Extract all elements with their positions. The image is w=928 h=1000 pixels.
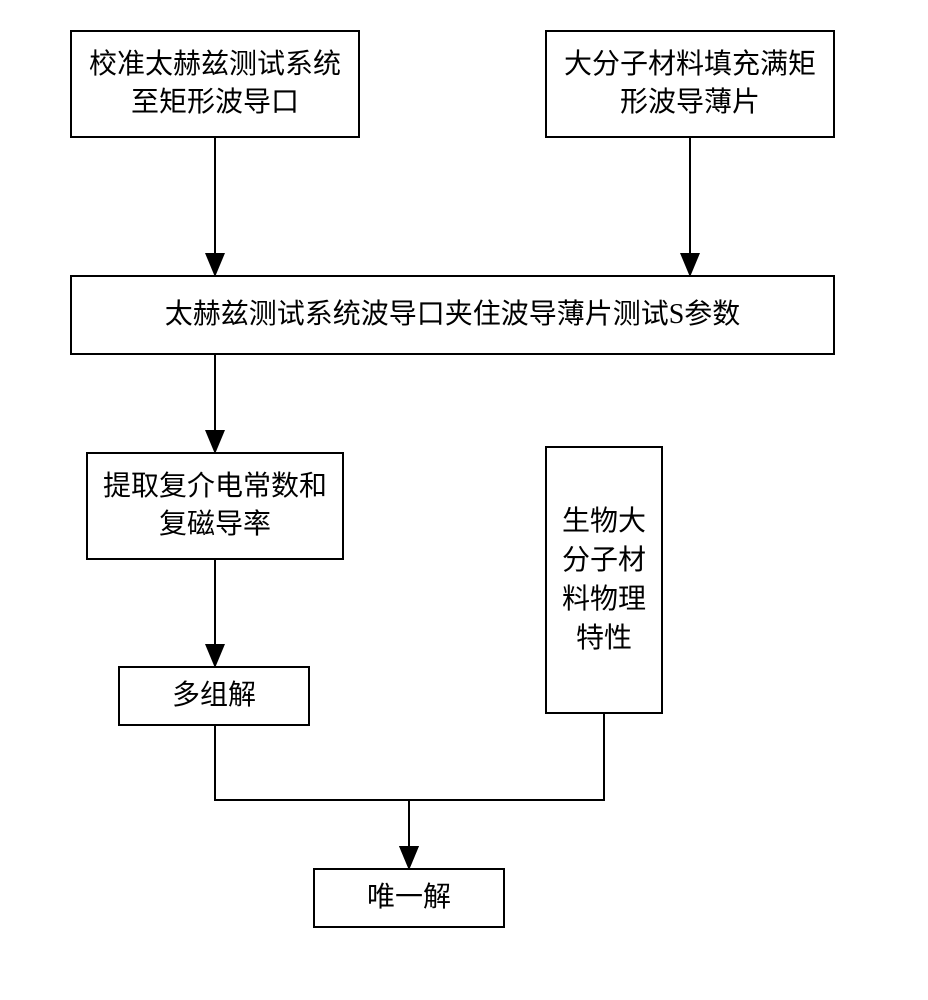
node-physics-text: 生物大分子材料物理特性 <box>555 502 653 659</box>
node-test-s: 太赫兹测试系统波导口夹住波导薄片测试S参数 <box>70 275 835 355</box>
node-fill: 大分子材料填充满矩形波导薄片 <box>545 30 835 138</box>
node-test-s-text: 太赫兹测试系统波导口夹住波导薄片测试S参数 <box>165 296 741 334</box>
node-multi-sol-text: 多组解 <box>172 677 256 715</box>
node-extract-text: 提取复介电常数和复磁导率 <box>96 468 334 544</box>
node-extract: 提取复介电常数和复磁导率 <box>86 452 344 560</box>
node-calibrate: 校准太赫兹测试系统至矩形波导口 <box>70 30 360 138</box>
node-physics: 生物大分子材料物理特性 <box>545 446 663 714</box>
node-multi-sol: 多组解 <box>118 666 310 726</box>
node-unique-sol: 唯一解 <box>313 868 505 928</box>
node-unique-sol-text: 唯一解 <box>367 879 451 917</box>
edge-physics-uniquesol <box>409 714 604 866</box>
node-fill-text: 大分子材料填充满矩形波导薄片 <box>555 46 825 122</box>
node-calibrate-text: 校准太赫兹测试系统至矩形波导口 <box>80 46 350 122</box>
edge-multisol-uniquesol <box>215 726 409 866</box>
